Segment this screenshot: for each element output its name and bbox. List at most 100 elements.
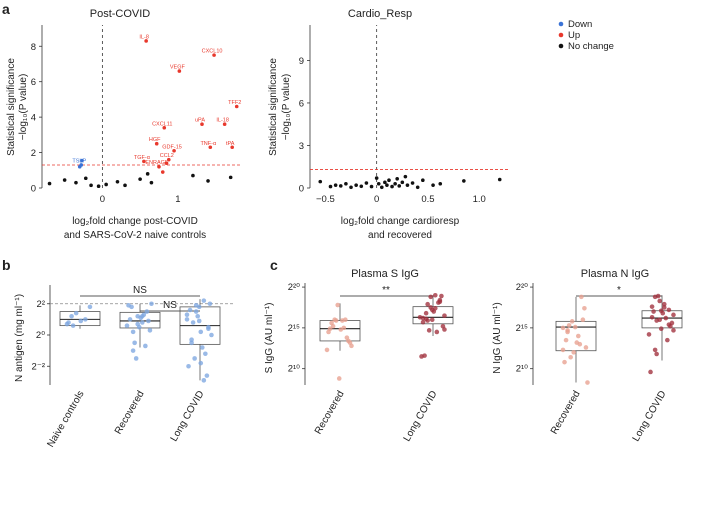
cn-point-0-5 bbox=[583, 345, 589, 350]
volcano2-x-ticks: −0.5 0 0.5 1.0 bbox=[316, 194, 486, 205]
cn-point-1-16 bbox=[648, 369, 653, 375]
cs-xlabel-1: Long COVID bbox=[402, 389, 440, 444]
v1-gene-label-7: HGF bbox=[149, 137, 161, 143]
v2-point-20 bbox=[403, 174, 408, 179]
v1-xtick-label-0: 0 bbox=[100, 194, 105, 205]
v2-point-8 bbox=[369, 184, 374, 189]
v2-ytick-label-1: 3 bbox=[299, 141, 304, 152]
b-point-1-5 bbox=[127, 317, 133, 322]
cn-point-1-19 bbox=[661, 305, 667, 310]
v1-gene-label-3: TFF2 bbox=[228, 100, 241, 106]
cs-point-0-16 bbox=[346, 338, 351, 344]
v2-point-6 bbox=[354, 183, 358, 187]
b-point-2-7 bbox=[203, 351, 208, 357]
v2-xtick-label-3: 1.0 bbox=[473, 194, 486, 205]
cn-point-1-14 bbox=[665, 337, 670, 343]
cn-point-1-17 bbox=[652, 347, 658, 353]
v1-point-17 bbox=[164, 161, 169, 165]
v1-gene-label-13: ENRAGE bbox=[145, 160, 169, 166]
v1-gene-label-5: IL-18 bbox=[216, 118, 229, 124]
v2-point-24 bbox=[421, 178, 425, 183]
v2-point-18 bbox=[397, 184, 402, 188]
v2-point-10 bbox=[376, 181, 381, 186]
b-point-1-15 bbox=[147, 328, 153, 333]
v1-gene-label-4: uPA bbox=[195, 118, 205, 124]
cs-point-1-19 bbox=[432, 292, 438, 298]
v2-xtick-label-2: 0.5 bbox=[421, 194, 434, 205]
v1-point-0 bbox=[47, 181, 52, 186]
b-point-2-11 bbox=[195, 313, 201, 319]
v2-point-9 bbox=[374, 176, 379, 180]
cn-point-1-7 bbox=[658, 326, 664, 331]
v1-point-7 bbox=[123, 183, 127, 188]
v1-point-4 bbox=[96, 184, 101, 189]
v2-point-1 bbox=[328, 184, 333, 189]
volcano2-ylabel1: Statistical significance bbox=[268, 58, 279, 156]
b-point-1-10 bbox=[124, 323, 130, 328]
volcano2-points bbox=[318, 174, 502, 190]
v1-point-14 bbox=[83, 176, 88, 181]
b-point-1-3 bbox=[144, 309, 150, 314]
cs-point-1-5 bbox=[420, 319, 426, 325]
v2-point-25 bbox=[431, 183, 435, 187]
v2-ytick-label-2: 6 bbox=[299, 98, 304, 109]
v2-xtick-label-0: −0.5 bbox=[316, 194, 335, 205]
cn-point-1-22 bbox=[649, 314, 655, 320]
cn-point-1-11 bbox=[651, 309, 656, 314]
volcano2-xlabel1: log₂fold change cardioresp bbox=[341, 216, 460, 227]
v2-ytick-label-0: 0 bbox=[299, 184, 304, 195]
cn-point-1-23 bbox=[654, 351, 659, 357]
cn-point-0-4 bbox=[579, 294, 584, 300]
sigg-boxes bbox=[319, 295, 454, 351]
v1-point-1 bbox=[62, 178, 67, 182]
b-point-1-9 bbox=[146, 318, 151, 324]
cs-point-1-20 bbox=[437, 297, 443, 303]
b-point-0-5 bbox=[87, 304, 93, 310]
cn-point-1-2 bbox=[661, 301, 667, 307]
b-point-2-3 bbox=[184, 317, 190, 322]
b-point-1-14 bbox=[143, 343, 148, 349]
cs-ytick-label-0: 2¹⁰ bbox=[288, 364, 300, 375]
volcano2-y-ticks: 0 3 6 9 bbox=[299, 56, 310, 195]
cn-point-0-18 bbox=[565, 328, 570, 333]
v1-point-9 bbox=[145, 172, 150, 176]
b-point-2-21 bbox=[189, 340, 194, 346]
v2-point-23 bbox=[415, 185, 420, 190]
sigg-sig: ** bbox=[382, 285, 390, 296]
b-point-1-16 bbox=[126, 303, 131, 308]
v1-gene-point-7 bbox=[154, 141, 159, 146]
b-box-0 bbox=[59, 311, 101, 327]
v1-gene-label-1: CXCL10 bbox=[202, 49, 223, 55]
cs-point-0-9 bbox=[339, 318, 345, 323]
v1-point-18 bbox=[160, 170, 165, 174]
b-ytick-label-1: 2⁰ bbox=[36, 330, 45, 341]
cn-point-0-0 bbox=[560, 325, 566, 331]
sigg-x-labels: Recovered Long COVID bbox=[313, 389, 440, 444]
b-point-2-16 bbox=[192, 356, 197, 361]
antigen-ylabel: N antigen (mg ml⁻¹) bbox=[14, 294, 25, 382]
v2-point-14 bbox=[387, 178, 391, 183]
b-xlabel-2: Long COVID bbox=[169, 389, 207, 444]
b-ytick-label-0: 2⁻² bbox=[32, 361, 45, 372]
cn-ytick-label-0: 2¹⁰ bbox=[516, 364, 528, 375]
v1-gene-point-13 bbox=[157, 164, 161, 169]
cn-point-1-20 bbox=[666, 322, 672, 327]
cn-point-0-17 bbox=[560, 347, 566, 353]
antigen-y-ticks: 2⁻² 2⁰ 2² bbox=[32, 299, 50, 372]
cs-point-0-13 bbox=[332, 317, 337, 323]
sigg-points bbox=[324, 292, 447, 381]
cs-point-1-12 bbox=[426, 328, 432, 333]
v1-gene-label-9: tPA bbox=[226, 141, 235, 147]
legend-up-marker bbox=[558, 32, 564, 38]
cn-point-1-3 bbox=[666, 307, 672, 313]
v1-gene-label-0: IL-8 bbox=[139, 34, 148, 40]
cs-point-0-8 bbox=[335, 302, 341, 308]
panel-letter-b: b bbox=[2, 257, 11, 273]
cn-point-0-6 bbox=[562, 359, 567, 365]
b-point-2-6 bbox=[198, 329, 204, 335]
antigen-sig-2: NS bbox=[163, 300, 177, 311]
v1-gene-point-2 bbox=[177, 69, 182, 73]
cn-point-0-14 bbox=[572, 324, 578, 330]
nigg-y-ticks: 2¹⁰ 2¹⁵ 2²⁰ bbox=[516, 282, 533, 375]
b-point-2-18 bbox=[201, 378, 207, 383]
